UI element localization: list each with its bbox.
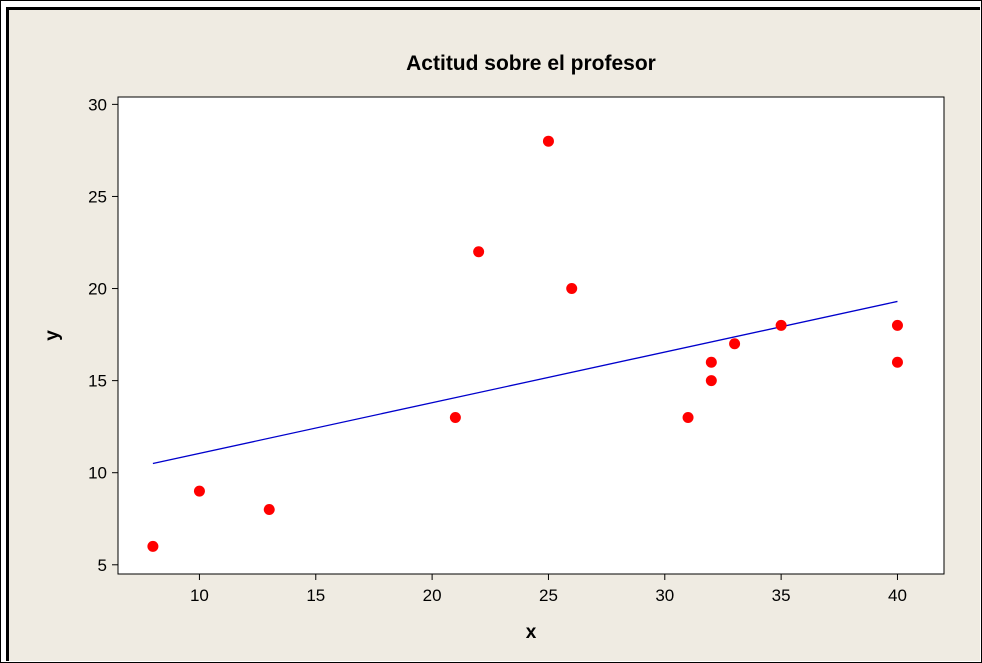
data-point [705, 375, 717, 387]
data-point [473, 246, 485, 258]
plot-area [117, 96, 945, 575]
data-point [891, 356, 903, 368]
y-tick-label: 5 [98, 556, 107, 575]
data-point [449, 411, 461, 423]
regression-line [152, 300, 898, 465]
data-point [705, 356, 717, 368]
x-tick-label: 30 [655, 586, 674, 605]
data-point [729, 338, 741, 350]
y-tick-label: 25 [88, 187, 107, 206]
data-point [263, 504, 275, 516]
data-point [193, 485, 205, 497]
data-points [147, 135, 903, 552]
chart-title: Actitud sobre el profesor [406, 52, 656, 75]
y-tick-label: 20 [88, 280, 107, 299]
data-point [891, 319, 903, 331]
y-tick-label: 30 [88, 95, 107, 114]
data-point [147, 540, 159, 552]
data-point [682, 411, 694, 423]
x-tick-label: 20 [423, 586, 442, 605]
x-tick-label: 10 [190, 586, 209, 605]
y-axis-label: y [42, 330, 63, 341]
data-point [542, 135, 554, 147]
y-tick-label: 15 [88, 372, 107, 391]
x-axis-label: x [526, 622, 537, 643]
y-tick-label: 10 [88, 464, 107, 483]
data-point [775, 319, 787, 331]
x-tick-label: 40 [888, 586, 907, 605]
data-point [566, 283, 578, 295]
y-axis-ticks: 5 10 15 20 25 30 [88, 95, 118, 575]
x-tick-label: 35 [772, 586, 791, 605]
x-tick-label: 15 [306, 586, 325, 605]
x-tick-label: 25 [539, 586, 558, 605]
x-axis-ticks: 10 15 20 25 30 35 40 [190, 574, 907, 605]
